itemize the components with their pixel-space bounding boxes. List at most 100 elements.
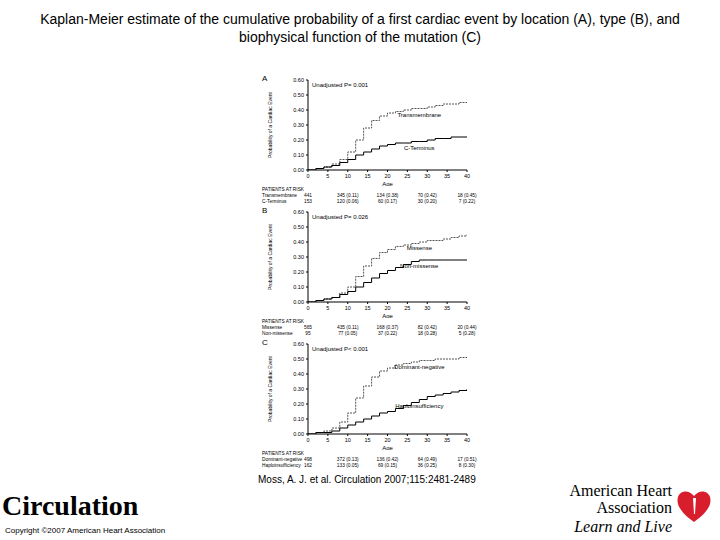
html-text:C: C xyxy=(262,338,268,347)
html-text:A: A xyxy=(262,74,268,83)
svg-text:0.40: 0.40 xyxy=(293,239,304,245)
svg-text:0.60: 0.60 xyxy=(293,209,304,215)
html-text:345 (0.11): 345 (0.11) xyxy=(337,193,359,198)
svg-text:10: 10 xyxy=(345,437,351,443)
html-text:82 (0.42): 82 (0.42) xyxy=(417,325,437,330)
html-text:Copyright ©2007 American Heart: Copyright ©2007 American Heart Associati… xyxy=(5,526,166,535)
svg-text:5: 5 xyxy=(326,173,329,179)
svg-text:Probability of a Cardiac Event: Probability of a Cardiac Event xyxy=(267,355,273,421)
svg-text:0.00: 0.00 xyxy=(293,299,304,305)
svg-text:0.20: 0.20 xyxy=(293,401,304,407)
svg-text:Missense: Missense xyxy=(407,245,433,251)
svg-text:30: 30 xyxy=(424,173,430,179)
html-text:7 (0.22): 7 (0.22) xyxy=(458,199,476,204)
svg-text:0.50: 0.50 xyxy=(293,356,304,362)
svg-text:15: 15 xyxy=(365,173,371,179)
html-text:153: 153 xyxy=(304,199,312,204)
html-text:C-Terminus: C-Terminus xyxy=(262,199,287,204)
svg-text:40: 40 xyxy=(464,437,470,443)
html-text:18 (0.28): 18 (0.28) xyxy=(417,331,437,336)
svg-text:0.10: 0.10 xyxy=(293,284,304,290)
html-text:PATIENTS AT RISK: PATIENTS AT RISK xyxy=(262,319,304,324)
svg-text:0.30: 0.30 xyxy=(293,386,304,392)
svg-text:0.60: 0.60 xyxy=(293,77,304,83)
html-text:Unadjusted P= 0.026: Unadjusted P= 0.026 xyxy=(312,214,369,220)
html-text:30 (0.20): 30 (0.20) xyxy=(417,199,437,204)
svg-text:0: 0 xyxy=(306,437,309,443)
svg-text:C-Terminus: C-Terminus xyxy=(404,145,435,151)
svg-text:35: 35 xyxy=(444,305,450,311)
svg-text:0.50: 0.50 xyxy=(293,224,304,230)
svg-text:Age: Age xyxy=(382,445,393,450)
html-text:60 (0.17): 60 (0.17) xyxy=(377,199,398,204)
html-text:Non-missense: Non-missense xyxy=(262,331,293,336)
svg-text:5: 5 xyxy=(326,305,329,311)
svg-text:0: 0 xyxy=(306,173,309,179)
html-text:441: 441 xyxy=(304,193,312,198)
svg-text:0.10: 0.10 xyxy=(293,416,304,422)
svg-text:0.00: 0.00 xyxy=(293,431,304,437)
svg-text:Age: Age xyxy=(382,181,393,186)
html-text:Transmembrane: Transmembrane xyxy=(262,193,297,198)
svg-text:Age: Age xyxy=(382,313,393,318)
svg-text:Haploinsufficiency: Haploinsufficiency xyxy=(395,403,443,409)
svg-text:0.40: 0.40 xyxy=(293,371,304,377)
html-text:PATIENTS AT RISK: PATIENTS AT RISK xyxy=(262,451,304,456)
svg-text:10: 10 xyxy=(345,305,351,311)
svg-text:40: 40 xyxy=(464,305,470,311)
html-text:Missense: Missense xyxy=(262,325,283,330)
svg-text:35: 35 xyxy=(444,437,450,443)
svg-text:35: 35 xyxy=(444,173,450,179)
svg-text:Probability of a Cardiac Event: Probability of a Cardiac Event xyxy=(267,91,273,157)
html-text:168 (0.37): 168 (0.37) xyxy=(376,325,399,330)
svg-text:25: 25 xyxy=(404,173,410,179)
html-text:37 (0.22): 37 (0.22) xyxy=(377,331,398,336)
html-text:120 (0.06): 120 (0.06) xyxy=(336,199,359,204)
svg-text:Non-missense: Non-missense xyxy=(400,263,439,269)
svg-text:0.00: 0.00 xyxy=(293,167,304,173)
html-text:20 (0.44): 20 (0.44) xyxy=(457,325,477,330)
svg-text:10: 10 xyxy=(345,173,351,179)
svg-text:0.20: 0.20 xyxy=(293,137,304,143)
svg-text:0.60: 0.60 xyxy=(293,341,304,347)
svg-text:0.10: 0.10 xyxy=(293,152,304,158)
svg-text:20: 20 xyxy=(384,173,390,179)
html-text:Circulation: Circulation xyxy=(2,490,139,521)
html-text:70 (0.42): 70 (0.42) xyxy=(417,193,437,198)
svg-text:0.20: 0.20 xyxy=(293,269,304,275)
html-text:PATIENTS AT RISK: PATIENTS AT RISK xyxy=(262,187,304,192)
html-text:Dominant-negative 498: Dominant-negative 498 xyxy=(262,457,312,462)
html-text:Moss, A. J. et al. Circulation: Moss, A. J. et al. Circulation 2007;115:… xyxy=(258,474,476,485)
html-text:Unadjusted P< 0.001: Unadjusted P< 0.001 xyxy=(312,346,369,352)
svg-text:20: 20 xyxy=(384,305,390,311)
svg-text:0: 0 xyxy=(306,305,309,311)
svg-text:15: 15 xyxy=(365,437,371,443)
html-text:18 (0.45): 18 (0.45) xyxy=(457,193,477,198)
html-text:95: 95 xyxy=(305,331,311,336)
html-text:435 (0.11): 435 (0.11) xyxy=(337,325,359,330)
svg-text:0.30: 0.30 xyxy=(293,254,304,260)
html-text:77 (0.05): 77 (0.05) xyxy=(338,331,358,336)
html-text:Kaplan-Meier estimate of the c: Kaplan-Meier estimate of the cumulative … xyxy=(40,11,680,45)
svg-text:Dominant-negative: Dominant-negative xyxy=(394,364,445,370)
svg-text:0.40: 0.40 xyxy=(293,107,304,113)
svg-text:15: 15 xyxy=(365,305,371,311)
svg-text:20: 20 xyxy=(384,437,390,443)
html-text:B: B xyxy=(262,206,268,215)
svg-text:5: 5 xyxy=(326,437,329,443)
html-text:5 (0.28): 5 (0.28) xyxy=(458,331,476,336)
svg-text:40: 40 xyxy=(464,173,470,179)
svg-text:25: 25 xyxy=(404,437,410,443)
svg-text:0.50: 0.50 xyxy=(293,92,304,98)
html-text:Learn and Live: Learn and Live xyxy=(574,518,672,535)
html-text:Unadjusted P= 0.001: Unadjusted P= 0.001 xyxy=(312,82,369,88)
svg-text:0.30: 0.30 xyxy=(293,122,304,128)
svg-text:Transmembrane: Transmembrane xyxy=(397,112,441,118)
html-text:134 (0.38): 134 (0.38) xyxy=(376,193,399,198)
svg-text:30: 30 xyxy=(424,437,430,443)
html-text:American Heart Association: American Heart Association xyxy=(569,482,672,516)
html-text:565: 565 xyxy=(304,325,312,330)
svg-text:Probability of a Cardiac Event: Probability of a Cardiac Event xyxy=(267,223,273,289)
svg-text:30: 30 xyxy=(424,305,430,311)
svg-text:25: 25 xyxy=(404,305,410,311)
